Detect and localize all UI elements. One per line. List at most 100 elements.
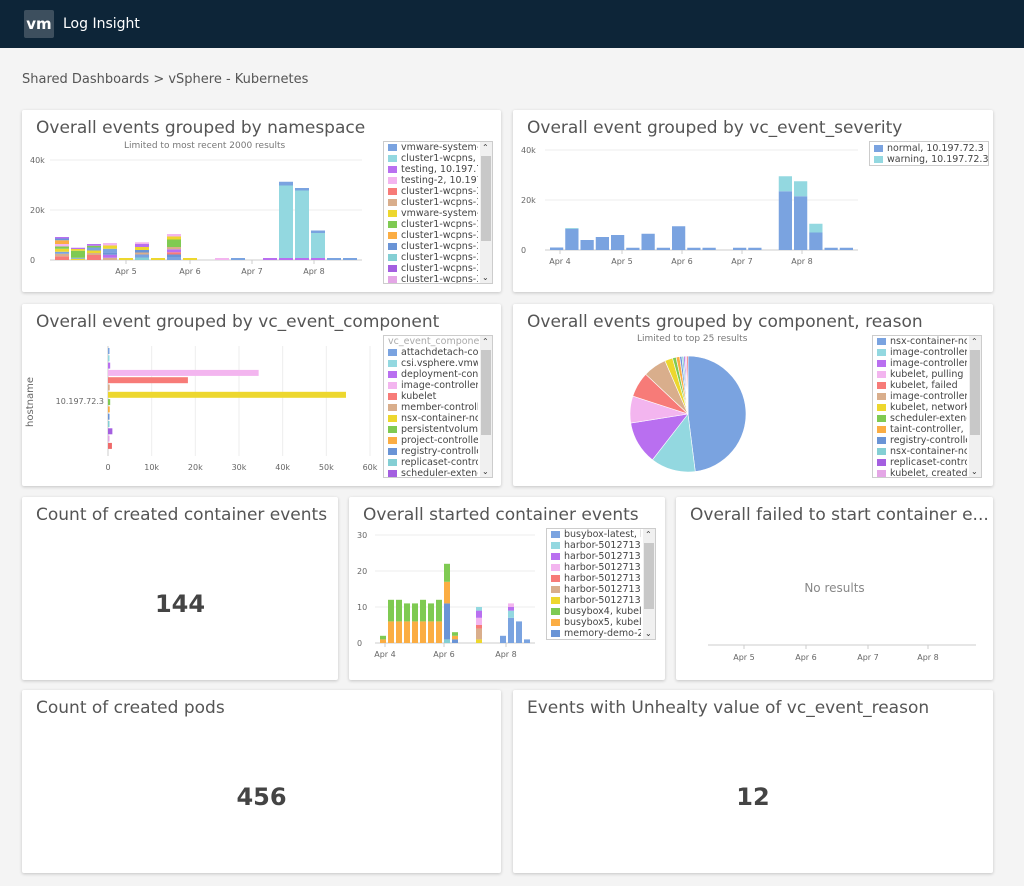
legend-swatch	[388, 166, 397, 173]
legend-item[interactable]: kubelet	[384, 391, 492, 402]
legend-item[interactable]: cluster1-wcpns-30	[384, 230, 492, 241]
legend-item[interactable]: cluster1-wcpns-30	[384, 241, 492, 252]
legend-item[interactable]: harbor-501271313-	[547, 584, 655, 595]
legend-item[interactable]: kubelet, pulling	[873, 369, 981, 380]
legend-item[interactable]: cluster1-wcpns, 10	[384, 153, 492, 164]
legend-label: attachdetach-cont	[401, 347, 478, 358]
bar-segment	[436, 599, 442, 622]
legend-swatch	[874, 156, 883, 163]
legend-item[interactable]: registry-controller	[873, 435, 981, 446]
widget-subtitle: Limited to top 25 results	[637, 334, 748, 344]
scroll-thumb[interactable]	[644, 543, 654, 609]
scroll-thumb[interactable]	[481, 350, 491, 435]
legend-item[interactable]: cluster1-wcpns-31.	[384, 186, 492, 197]
namespace-legend[interactable]: vmware-system-recluster1-wcpns, 10testin…	[383, 141, 493, 284]
legend-swatch	[877, 349, 886, 356]
bar-segment	[396, 599, 402, 622]
widget-title: Overall started container events	[363, 505, 639, 525]
legend-swatch	[388, 232, 397, 239]
scroll-down-icon[interactable]: ⌄	[482, 273, 489, 282]
app-name[interactable]: Log Insight	[63, 16, 140, 32]
scroll-up-icon[interactable]: ⌃	[482, 337, 489, 346]
bar-segment	[103, 248, 117, 253]
legend-item[interactable]: cluster1-wcpns-3, 1	[384, 197, 492, 208]
bar-segment	[167, 236, 181, 240]
legend-item[interactable]: vmware-system-re	[384, 208, 492, 219]
bar-segment	[420, 599, 426, 622]
legend-label: kubelet, created	[890, 468, 967, 478]
legend-item[interactable]: cluster1-wcpns-30	[384, 274, 492, 283]
legend-scrollbar[interactable]: ⌃ ⌄	[969, 336, 981, 477]
legend-item[interactable]: kubelet, failed	[873, 380, 981, 391]
legend-swatch	[388, 371, 397, 378]
legend-swatch	[551, 608, 560, 615]
legend-item[interactable]: harbor-501271313-	[547, 595, 655, 606]
bar-segment	[626, 247, 640, 250]
legend-item[interactable]: kubelet, created	[873, 468, 981, 478]
bar-segment	[476, 610, 482, 618]
vmware-logo[interactable]: vm	[24, 10, 54, 38]
scroll-down-icon[interactable]: ⌄	[645, 629, 652, 638]
legend-item[interactable]: harbor-501271313-	[547, 573, 655, 584]
legend-item[interactable]: harbor-501271313-	[547, 562, 655, 573]
legend-item[interactable]: warning, 10.197.72.3	[870, 154, 988, 165]
scroll-thumb[interactable]	[970, 350, 980, 435]
legend-item[interactable]: cluster1-wcpns-1, 1	[384, 219, 492, 230]
legend-swatch	[551, 586, 560, 593]
legend-item[interactable]: persistentvolume-	[384, 424, 492, 435]
legend-item[interactable]: image-controller	[384, 380, 492, 391]
scroll-up-icon[interactable]: ⌃	[645, 530, 652, 539]
legend-item[interactable]: member-controlle	[384, 402, 492, 413]
legend-scrollbar[interactable]: ⌃ ⌄	[643, 529, 655, 639]
bar-segment	[55, 256, 69, 260]
legend-item[interactable]: normal, 10.197.72.3	[870, 143, 988, 154]
legend-item[interactable]: image-controller, i	[873, 347, 981, 358]
legend-item[interactable]: testing-2, 10.197.7	[384, 175, 492, 186]
legend-item[interactable]: registry-controller	[384, 446, 492, 457]
legend-item[interactable]: replicaset-controll	[384, 457, 492, 468]
x-tick-label: Apr 5	[733, 653, 754, 662]
legend-item[interactable]: cluster1-wcpns-30	[384, 263, 492, 274]
legend-item[interactable]: busybox4, kubelet	[547, 606, 655, 617]
legend-item[interactable]: image-controller, s	[873, 358, 981, 369]
scroll-up-icon[interactable]: ⌃	[482, 143, 489, 152]
legend-item[interactable]: nsx-container-ncp	[873, 446, 981, 457]
breadcrumb[interactable]: Shared Dashboards > vSphere - Kubernetes	[22, 72, 309, 87]
legend-item[interactable]: image-controller, r	[873, 391, 981, 402]
legend-swatch	[877, 404, 886, 411]
legend-item[interactable]: project-controller	[384, 435, 492, 446]
scroll-down-icon[interactable]: ⌄	[971, 467, 978, 476]
legend-item[interactable]: busybox-latest, ku	[547, 529, 655, 540]
component-legend[interactable]: vc_event_componenattachdetach-contcsi.vs…	[383, 335, 493, 478]
legend-item[interactable]: memory-demo-2,	[547, 628, 655, 639]
legend-item[interactable]: harbor-501271313-	[547, 540, 655, 551]
bar-segment	[412, 603, 418, 622]
severity-legend[interactable]: normal, 10.197.72.3 warning, 10.197.72.3	[869, 141, 989, 166]
legend-scrollbar[interactable]: ⌃ ⌄	[480, 336, 492, 477]
legend-item[interactable]: deployment-contr	[384, 369, 492, 380]
legend-item[interactable]: kubelet, networkn	[873, 402, 981, 413]
scroll-down-icon[interactable]: ⌄	[482, 467, 489, 476]
legend-item[interactable]: attachdetach-cont	[384, 347, 492, 358]
legend-item[interactable]: scheduler-extende	[873, 413, 981, 424]
legend-item[interactable]: cluster1-wcpns-30	[384, 252, 492, 263]
legend-item[interactable]: taint-controller, ta	[873, 424, 981, 435]
legend-label: deployment-contr	[401, 369, 478, 380]
legend-item[interactable]: vmware-system-re	[384, 142, 492, 153]
legend-item[interactable]: nsx-container-ncp	[873, 336, 981, 347]
scroll-up-icon[interactable]: ⌃	[971, 337, 978, 346]
bar-segment	[135, 250, 149, 253]
legend-item[interactable]: nsx-container-ncp	[384, 413, 492, 424]
legend-item[interactable]: csi.vsphere.vmwa	[384, 358, 492, 369]
legend-item[interactable]: scheduler-extende	[384, 468, 492, 477]
legend-item[interactable]: testing, 10.197.72.	[384, 164, 492, 175]
legend-item[interactable]: replicaset-controll	[873, 457, 981, 468]
scroll-thumb[interactable]	[481, 156, 491, 241]
legend-item[interactable]: memory-demo, ku	[547, 639, 655, 640]
started-legend[interactable]: busybox-latest, kuharbor-501271313-harbo…	[546, 528, 656, 640]
legend-scrollbar[interactable]: ⌃ ⌄	[480, 142, 492, 283]
legend-item[interactable]: busybox5, kubelet	[547, 617, 655, 628]
x-tick-label: Apr 4	[374, 650, 395, 659]
legend-item[interactable]: harbor-501271313-	[547, 551, 655, 562]
